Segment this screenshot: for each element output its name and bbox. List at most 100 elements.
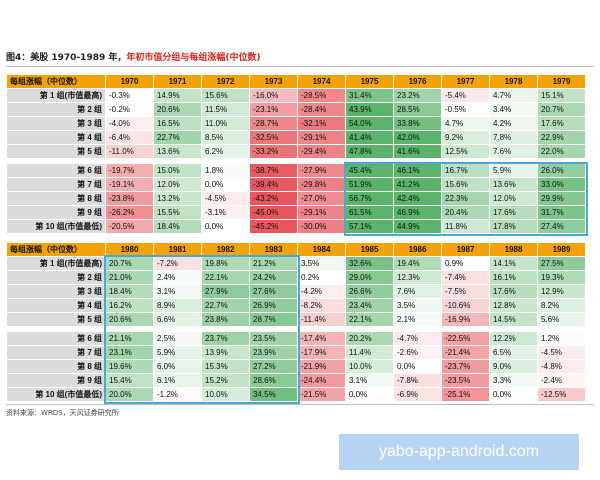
return-cell: 7.8% (489, 130, 538, 145)
group-label: 第 10 组(市值最低) (6, 219, 106, 234)
return-cell: 21.1% (105, 331, 154, 346)
table-row: 第 2 组 -0.2% 20.6% 11.5% -23.1% -28.4% 43.9% 28.… (6, 102, 586, 117)
return-cell: 28.7% (249, 312, 298, 327)
return-cell: -24.4% (297, 373, 346, 388)
return-cell: 5.9% (153, 345, 202, 360)
table-row: 第 6 组 21.1% 2.5% 23.7% 23.5% -17.4% 20.2% -4.7%… (6, 331, 586, 346)
return-cell: 42.4% (393, 191, 442, 206)
return-cell: 28.6% (249, 373, 298, 388)
return-cell: -45.0% (249, 205, 298, 220)
year-header: 1981 (153, 242, 202, 257)
return-cell: -38.7% (249, 163, 298, 178)
return-cell: -2.4% (537, 373, 586, 388)
return-cell: 23.5% (249, 331, 298, 346)
return-cell: -7.5% (441, 284, 490, 299)
return-cell: 8.9% (153, 298, 202, 313)
header-corner-label: 每组涨幅（中位数） (6, 74, 106, 89)
return-cell: -29.8% (297, 177, 346, 192)
return-cell: 3.5% (297, 256, 346, 271)
return-cell: 4.2% (489, 116, 538, 131)
return-cell: -6.4% (105, 130, 154, 145)
return-cell: 46.9% (393, 205, 442, 220)
return-cell: 11.0% (201, 116, 250, 131)
year-header: 1988 (489, 242, 538, 257)
return-cell: 16.7% (441, 163, 490, 178)
year-header: 1971 (153, 74, 202, 89)
return-cell: -26.2% (105, 205, 154, 220)
title-rule (6, 66, 594, 67)
group-label: 第 7 组 (6, 177, 106, 192)
return-cell: 12.8% (489, 298, 538, 313)
return-cell: -0.5% (441, 102, 490, 117)
return-cell: -23.1% (249, 102, 298, 117)
return-cell: -21.4% (441, 345, 490, 360)
return-cell: 19.8% (201, 256, 250, 271)
return-cell: -6.9% (393, 387, 442, 402)
return-cell: 3.5% (393, 298, 442, 313)
return-cell: 24.2% (249, 270, 298, 285)
return-cell: -17.4% (297, 331, 346, 346)
group-separator (6, 326, 586, 332)
figure-title: 图4：美股 1970-1989 年，年初市值分组与每组涨幅(中位数) (6, 52, 261, 64)
return-cell: -23.5% (441, 373, 490, 388)
return-cell: -27.0% (297, 191, 346, 206)
return-cell: 11.5% (201, 102, 250, 117)
year-header: 1979 (537, 74, 586, 89)
return-cell: 20.6% (153, 102, 202, 117)
table-row: 第 4 组 16.2% 8.9% 22.7% 26.9% -8.2% 23.4% 3.5% -1… (6, 298, 586, 313)
return-cell: -2.6% (393, 345, 442, 360)
return-cell: 13.6% (489, 177, 538, 192)
return-cell: -7.2% (153, 256, 202, 271)
return-cell: -4.2% (297, 284, 346, 299)
year-header: 1987 (441, 242, 490, 257)
return-cell: 7.6% (393, 284, 442, 299)
return-cell: 33.0% (537, 177, 586, 192)
return-cell: -28.5% (297, 88, 346, 103)
group-label: 第 2 组 (6, 270, 106, 285)
source-note: 资料来源：WRDS，天风证券研究所 (6, 409, 119, 417)
return-cell: -29.4% (297, 144, 346, 159)
return-cell: 15.1% (537, 88, 586, 103)
return-cell: 15.6% (441, 177, 490, 192)
return-cell: -8.2% (297, 298, 346, 313)
return-cell: 22.7% (153, 130, 202, 145)
return-cell: 27.5% (537, 256, 586, 271)
return-cell: 23.8% (201, 312, 250, 327)
return-cell: 20.7% (105, 256, 154, 271)
return-cell: -4.5% (537, 345, 586, 360)
return-cell: 28.5% (393, 102, 442, 117)
return-cell: 27.4% (537, 219, 586, 234)
group-label: 第 3 组 (6, 116, 106, 131)
return-cell: -16.0% (249, 88, 298, 103)
return-cell: 22.1% (201, 270, 250, 285)
return-cell: -28.4% (297, 102, 346, 117)
return-cell: 3.1% (153, 284, 202, 299)
return-cell: -4.8% (537, 359, 586, 374)
return-cell: 21.0% (105, 270, 154, 285)
return-cell: 12.0% (489, 191, 538, 206)
table-row: 第 7 组 23.1% 5.9% 13.9% 23.9% -17.9% 11.4% -2.6%… (6, 345, 586, 360)
return-cell: 41.6% (393, 144, 442, 159)
table-row: 第 1 组(市值最高) 20.7% -7.2% 19.8% 21.2% 3.5% 32.6%… (6, 256, 586, 271)
return-cell: 2.4% (153, 270, 202, 285)
return-cell: 5.6% (537, 312, 586, 327)
return-cell: 13.2% (153, 191, 202, 206)
year-header: 1974 (297, 74, 346, 89)
table-row: 第 5 组 -11.0% 13.6% 6.2% -33.2% -29.4% 47.8% 41.… (6, 144, 586, 159)
return-cell: 3.4% (489, 102, 538, 117)
return-cell: 23.4% (345, 298, 394, 313)
return-cell: 8.5% (201, 130, 250, 145)
return-cell: -7.8% (393, 373, 442, 388)
group-label: 第 7 组 (6, 345, 106, 360)
year-header: 1973 (249, 74, 298, 89)
table-row: 第 8 组 -23.8% 13.2% -4.5% -43.2% -27.0% 56.7% 42… (6, 191, 586, 206)
return-cell: -21.9% (297, 359, 346, 374)
return-cell: -29.1% (297, 130, 346, 145)
return-cell: 23.9% (249, 345, 298, 360)
table-row: 第 5 组 20.6% 6.6% 23.8% 28.7% -11.4% 22.1% 2.1% -… (6, 312, 586, 327)
returns-table-1970-1979: 每组涨幅（中位数） 1970 1971 1972 1973 1974 1975 1976 197… (6, 74, 586, 234)
return-cell: -30.0% (297, 219, 346, 234)
watermark-banner: yabo-app-android.com (339, 434, 579, 470)
return-cell: 5.9% (489, 163, 538, 178)
table-row: 第 2 组 21.0% 2.4% 22.1% 24.2% 0.2% 29.0% 12.3% -7… (6, 270, 586, 285)
